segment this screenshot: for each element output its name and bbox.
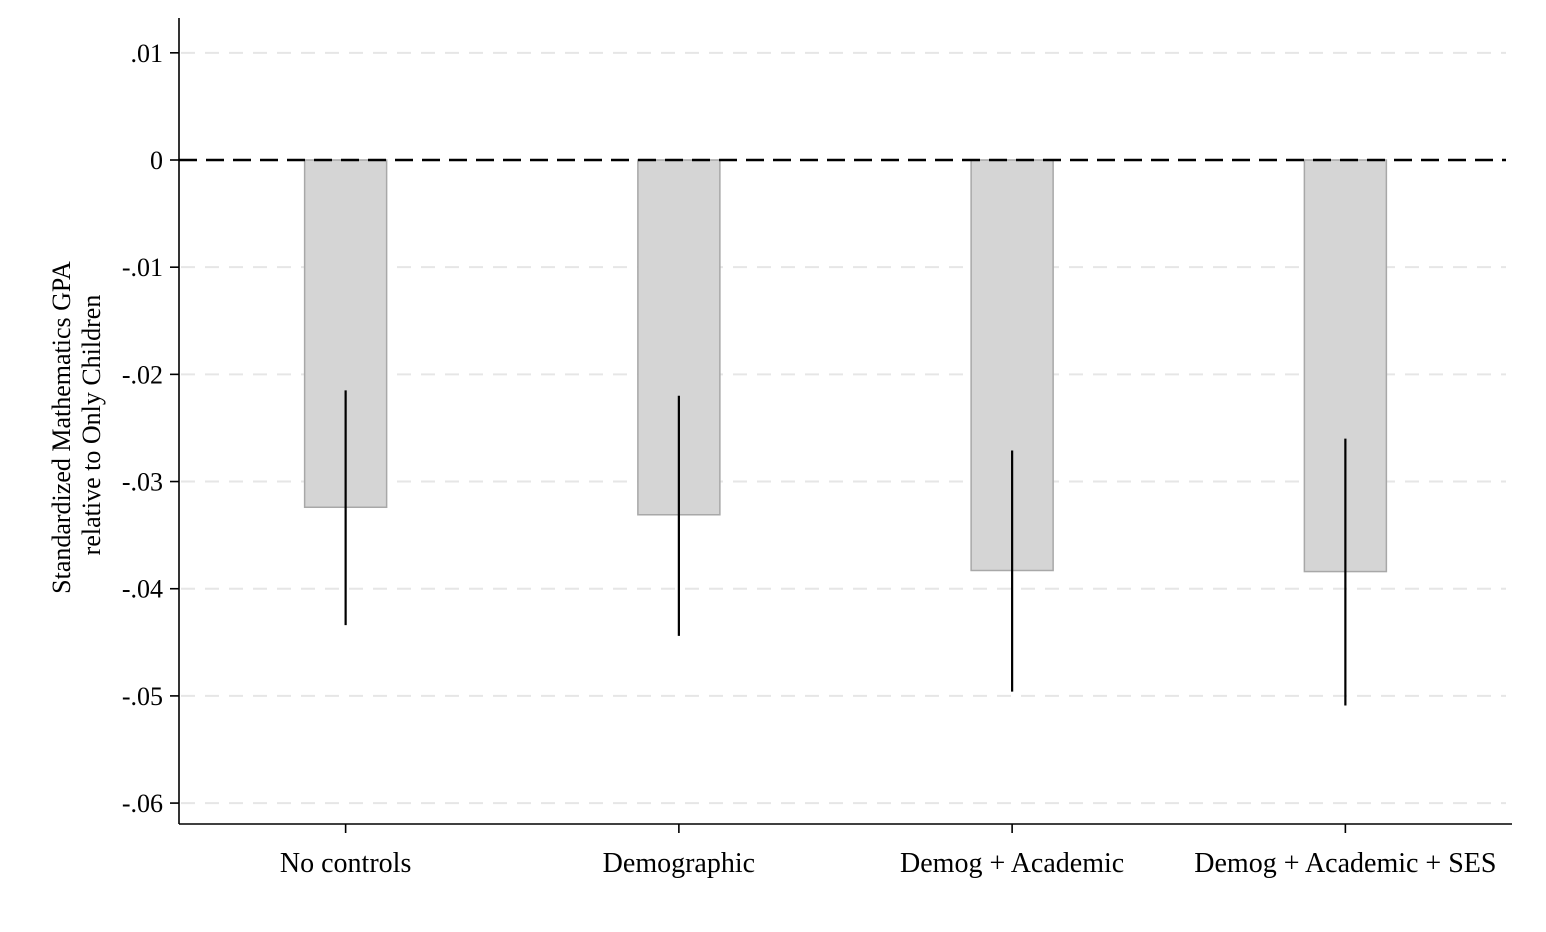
y-axis-label: Standardized Mathematics GPA relative to… xyxy=(47,256,106,594)
y-tick-label: -.06 xyxy=(122,789,163,818)
y-tick-label: -.04 xyxy=(122,575,163,604)
error-bars-layer xyxy=(344,390,1347,706)
y-axis-label-line2: relative to Only Children xyxy=(77,295,106,556)
x-tick-label: Demog + Academic + SES xyxy=(1194,848,1496,879)
labels-layer: .01 0 -.01 -.02 -.03 -.04 -.05 -.06 No controls D… xyxy=(122,39,1497,879)
x-tick-label: Demog + Academic xyxy=(900,848,1124,879)
bars-layer xyxy=(303,159,1388,573)
y-tick-label: -.01 xyxy=(122,253,163,282)
y-axis-label-line1: Standardized Mathematics GPA xyxy=(47,261,76,594)
grid-layer xyxy=(181,51,1506,805)
y-tick-label: -.05 xyxy=(122,682,163,711)
x-tick-label: No controls xyxy=(280,848,411,879)
axes-layer xyxy=(170,18,1512,833)
y-tick-label: 0 xyxy=(150,146,163,175)
y-tick-label: .01 xyxy=(131,39,164,68)
y-tick-label: -.02 xyxy=(122,360,163,389)
y-tick-label: -.03 xyxy=(122,468,163,497)
x-tick-label: Demographic xyxy=(603,848,755,879)
